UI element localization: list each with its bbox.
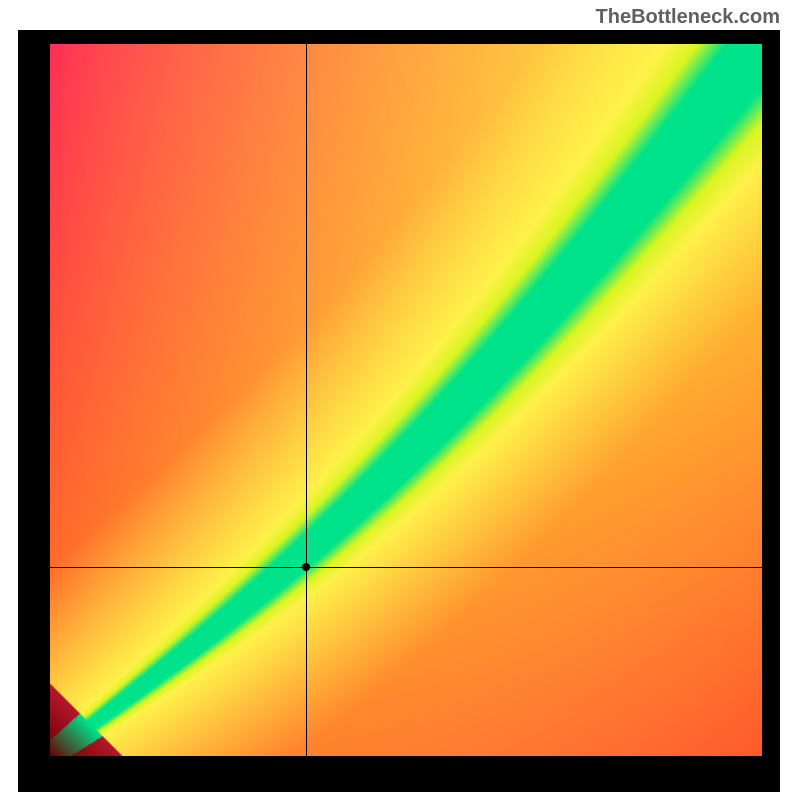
- chart-area: [50, 44, 762, 756]
- heatmap-canvas: [50, 44, 762, 756]
- crosshair-horizontal: [50, 567, 762, 568]
- crosshair-vertical: [306, 44, 307, 756]
- chart-border: [18, 30, 780, 792]
- watermark-text: TheBottleneck.com: [596, 6, 780, 29]
- data-point-marker: [302, 563, 310, 571]
